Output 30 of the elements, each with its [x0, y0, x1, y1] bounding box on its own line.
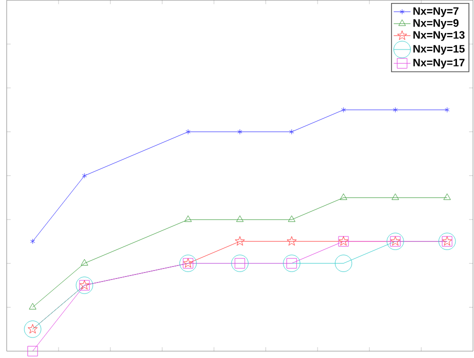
point [443, 194, 451, 200]
legend-label: Nx=Ny=7 [413, 7, 458, 18]
point [24, 320, 42, 338]
point [236, 216, 244, 222]
point [288, 216, 296, 222]
legend-label: Nx=Ny=17 [413, 58, 464, 69]
point [341, 107, 346, 113]
point [289, 129, 294, 135]
point [283, 254, 300, 272]
point [186, 129, 190, 135]
legend-label: Nx=Ny=9 [413, 19, 459, 30]
point [28, 303, 36, 310]
point [340, 194, 348, 200]
point [76, 276, 94, 294]
point [82, 173, 87, 178]
point [80, 259, 88, 266]
point [392, 107, 398, 113]
point [179, 254, 197, 272]
point [27, 346, 38, 356]
point [438, 232, 456, 250]
point [392, 194, 399, 200]
point [231, 254, 249, 272]
point [334, 254, 352, 272]
point [234, 236, 245, 246]
point [386, 232, 404, 250]
point [286, 236, 297, 246]
point [184, 216, 192, 222]
legend-label: Nx=Ny=13 [413, 31, 465, 41]
point [238, 129, 242, 135]
legend-label: Nx=Ny=15 [413, 45, 465, 55]
